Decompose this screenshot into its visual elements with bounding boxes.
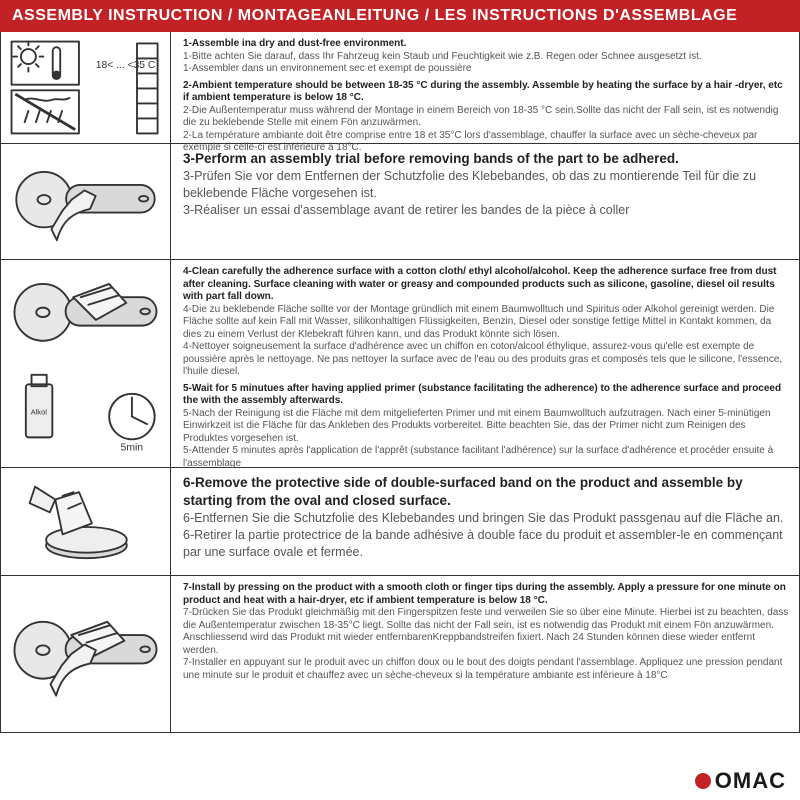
- step-primary: 2-Ambient temperature should be between …: [183, 80, 789, 105]
- step-primary: 7-Install by pressing on the product wit…: [183, 582, 789, 607]
- svg-text:18< ... <35 C: 18< ... <35 C: [96, 60, 156, 71]
- instruction-illustration: 18< ... <35 C: [1, 32, 171, 143]
- header-title: ASSEMBLY INSTRUCTION / MONTAGEANLEITUNG …: [0, 0, 800, 32]
- instruction-step: 3-Perform an assembly trial before remov…: [183, 150, 789, 219]
- instruction-text: 1-Assemble ina dry and dust-free environ…: [171, 32, 799, 143]
- svg-text:Alkol: Alkol: [31, 408, 48, 417]
- logo-text: OMAC: [715, 768, 786, 794]
- instruction-step: 7-Install by pressing on the product wit…: [183, 582, 789, 682]
- step-translation: 7-Drücken Sie das Produkt gleichmäßig mi…: [183, 607, 789, 657]
- step-translation: 1-Bitte achten Sie darauf, dass Ihr Fahr…: [183, 51, 789, 64]
- instruction-illustration: Alkol 5min: [1, 260, 171, 467]
- instruction-step: 1-Assemble ina dry and dust-free environ…: [183, 38, 789, 76]
- svg-text:5min: 5min: [121, 443, 144, 454]
- instruction-text: 7-Install by pressing on the product wit…: [171, 576, 799, 732]
- instruction-step: 4-Clean carefully the adherence surface …: [183, 266, 789, 379]
- instruction-illustration: [1, 576, 171, 732]
- instruction-row: 6-Remove the protective side of double-s…: [1, 468, 799, 576]
- step-primary: 3-Perform an assembly trial before remov…: [183, 150, 789, 168]
- instruction-row: 18< ... <35 C 1-Assemble ina dry and dus…: [1, 32, 799, 144]
- step-translation: 1-Assembler dans un environnement sec et…: [183, 63, 789, 76]
- step-translation: 4-Nettoyer soigneusement la surface d'ad…: [183, 341, 789, 379]
- step-primary: 5-Wait for 5 minutues after having appli…: [183, 383, 789, 408]
- step-translation: 3-Prüfen Sie vor dem Entfernen der Schut…: [183, 168, 789, 202]
- instruction-row: Alkol 5min 4-Clean carefully the adheren…: [1, 260, 799, 468]
- step-translation: 3-Réaliser un essai d'assemblage avant d…: [183, 202, 789, 219]
- instruction-step: 5-Wait for 5 minutues after having appli…: [183, 383, 789, 471]
- instruction-illustration: [1, 144, 171, 259]
- instruction-row: 7-Install by pressing on the product wit…: [1, 576, 799, 732]
- step-translation: 2-Die Außentemperatur muss während der M…: [183, 105, 789, 130]
- instruction-row: 3-Perform an assembly trial before remov…: [1, 144, 799, 260]
- instruction-text: 6-Remove the protective side of double-s…: [171, 468, 799, 575]
- instruction-text: 3-Perform an assembly trial before remov…: [171, 144, 799, 259]
- step-translation: 4-Die zu beklebende Fläche sollte vor de…: [183, 304, 789, 342]
- instruction-text: 4-Clean carefully the adherence surface …: [171, 260, 799, 467]
- step-primary: 4-Clean carefully the adherence surface …: [183, 266, 789, 304]
- instruction-illustration: [1, 468, 171, 575]
- step-primary: 1-Assemble ina dry and dust-free environ…: [183, 38, 789, 51]
- step-translation: 5-Attender 5 minutes après l'application…: [183, 445, 789, 470]
- logo-dot-icon: [695, 773, 711, 789]
- step-primary: 6-Remove the protective side of double-s…: [183, 474, 789, 510]
- step-translation: 5-Nach der Reinigung ist die Fläche mit …: [183, 408, 789, 446]
- step-translation: 6-Retirer la partie protectrice de la ba…: [183, 527, 789, 561]
- brand-logo: OMAC: [695, 768, 786, 794]
- step-translation: 7-Installer en appuyant sur le produit a…: [183, 657, 789, 682]
- instruction-table: 18< ... <35 C 1-Assemble ina dry and dus…: [0, 32, 800, 733]
- instruction-step: 6-Remove the protective side of double-s…: [183, 474, 789, 561]
- step-translation: 6-Entfernen Sie die Schutzfolie des Kleb…: [183, 510, 789, 527]
